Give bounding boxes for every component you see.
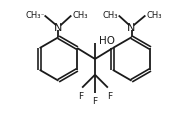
Text: CH₃: CH₃ <box>102 11 118 20</box>
Text: F: F <box>78 91 83 100</box>
Text: N: N <box>54 23 63 33</box>
Text: CH₃: CH₃ <box>25 11 41 20</box>
Text: F: F <box>107 91 112 100</box>
Text: CH₃: CH₃ <box>146 11 162 20</box>
Text: –: – <box>40 12 44 17</box>
Text: F: F <box>93 96 97 105</box>
Text: HO: HO <box>99 36 115 46</box>
Text: CH₃: CH₃ <box>72 11 88 20</box>
Text: N: N <box>127 23 136 33</box>
